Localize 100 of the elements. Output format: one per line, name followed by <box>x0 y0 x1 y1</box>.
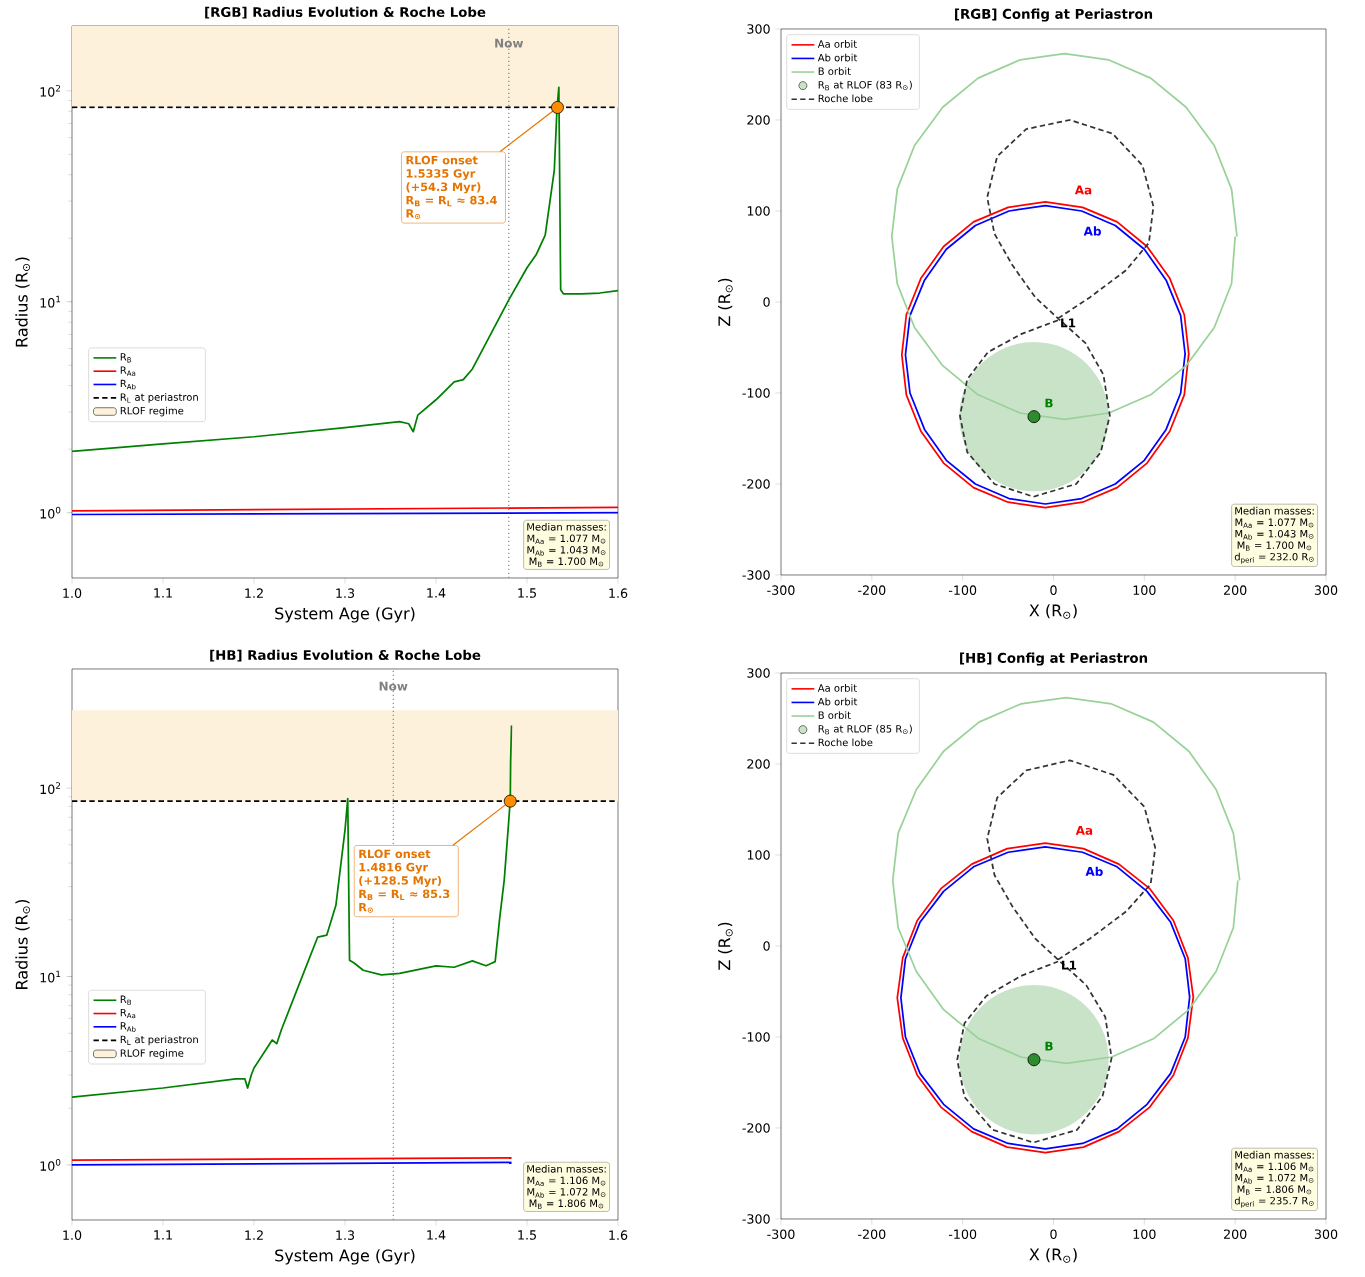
line-series <box>890 52 1238 421</box>
annotation: Aa <box>1075 825 1093 835</box>
legend-label: R$_{B}$ <box>120 353 132 363</box>
y-tick-label: 10$^{0}$ <box>40 506 61 519</box>
annotation: M$_{Ab}$ = 1.072 M$_{⊙}$ <box>1235 1173 1314 1184</box>
x-tick-label: 1.2 <box>245 588 263 598</box>
annotation: M$_{Aa}$ = 1.077 M$_{⊙}$ <box>1235 518 1314 528</box>
x-axis-title: System Age (Gyr) <box>275 1249 415 1265</box>
annotation: M$_{B}$ = 1.700 M$_{⊙}$ <box>529 557 604 567</box>
legend-label: B orbit <box>818 67 851 75</box>
x-tick-label: -100 <box>948 1229 977 1239</box>
x-tick-label: 1.5 <box>518 1230 536 1240</box>
y-tick-label: 10$^{2}$ <box>40 84 61 97</box>
y-tick-label: 100 <box>747 206 770 216</box>
annotation: M$_{Aa}$ = 1.106 M$_{⊙}$ <box>527 1176 606 1186</box>
y-tick-label: 100 <box>747 850 770 860</box>
x-tick-label: 200 <box>1224 1229 1247 1239</box>
line-series <box>72 86 618 453</box>
legend-label: RLOF regime <box>120 406 184 417</box>
legend-label: R$_{B}$ at RLOF (83 R$_{⊙}$) <box>818 80 912 91</box>
ref-line-label: Now <box>379 681 408 691</box>
chart-title: [RGB] Config at Periastron <box>955 8 1153 22</box>
x-tick-label: 300 <box>1314 1229 1338 1239</box>
x-tick-label: -200 <box>858 1229 886 1239</box>
legend-label: R$_{Aa}$ <box>120 366 136 376</box>
y-tick-label: -300 <box>742 1214 770 1224</box>
annotation: Aa <box>1074 185 1092 195</box>
x-tick-label: 1.4 <box>427 1230 446 1240</box>
annotation: L1 <box>1062 960 1077 970</box>
x-tick-label: 1.1 <box>154 1230 172 1240</box>
annotation: M$_{B}$ = 1.806 M$_{⊙}$ <box>1237 1185 1312 1195</box>
line-series <box>959 119 1155 498</box>
legend-label: RLOF regime <box>120 1049 184 1059</box>
legend-label: R$_{Ab}$ <box>120 1022 136 1032</box>
y-tick-label: 10$^{1}$ <box>40 295 61 308</box>
legend-label: Ab orbit <box>817 697 858 706</box>
legend-label: R$_{L}$ at periastron <box>120 393 198 403</box>
x-tick-label: 1.3 <box>336 1230 355 1240</box>
annotation: M$_{Aa}$ = 1.106 M$_{⊙}$ <box>1235 1162 1314 1172</box>
x-axis-title: X (R$_{⊙}$) <box>1029 604 1077 619</box>
annotation: Ab <box>1083 226 1101 236</box>
annotation: M$_{Ab}$ = 1.043 M$_{⊙}$ <box>1235 529 1314 540</box>
legend-label: R$_{B}$ at RLOF (85 R$_{⊙}$) <box>818 724 912 735</box>
y-axis-title: Radius (R$_{⊙}$) <box>15 899 31 989</box>
chart-title: [HB] Config at Periastron <box>960 652 1148 666</box>
y-tick-label: -200 <box>742 1123 770 1133</box>
annotation: Median masses: <box>527 1164 606 1173</box>
chart-title: [RGB] Radius Evolution & Roche Lobe <box>205 6 486 19</box>
annotation: Median masses: <box>527 522 606 531</box>
x-tick-label: 100 <box>1133 585 1156 595</box>
x-tick-label: 1.5 <box>518 588 536 598</box>
annotation: Ab <box>1085 866 1103 877</box>
y-tick-label: 300 <box>747 24 770 34</box>
x-tick-label: 300 <box>1314 585 1338 595</box>
x-tick-label: 0 <box>1050 585 1057 595</box>
annotation: M$_{B}$ = 1.806 M$_{⊙}$ <box>529 1199 604 1209</box>
y-tick-label: 0 <box>763 941 770 951</box>
legend-label: Roche lobe <box>818 738 873 747</box>
annotation: B <box>1045 398 1053 408</box>
x-tick-label: 200 <box>1224 585 1247 595</box>
ref-line-label: Now <box>495 38 524 48</box>
x-tick-label: 100 <box>1133 1229 1156 1239</box>
legend-label: R$_{L}$ at periastron <box>120 1035 198 1046</box>
y-tick-label: -300 <box>742 570 770 580</box>
legend-label: Roche lobe <box>818 94 873 103</box>
annotation: B <box>1045 1041 1053 1051</box>
x-tick-label: 1.6 <box>609 588 628 598</box>
y-axis-title: Z (R$_{⊙}$) <box>718 278 733 326</box>
y-axis-title: Z (R$_{⊙}$) <box>718 922 733 970</box>
annotation: M$_{Ab}$ = 1.043 M$_{⊙}$ <box>527 545 606 556</box>
x-tick-label: 1.3 <box>336 588 355 598</box>
x-tick-label: 1.0 <box>63 1230 82 1240</box>
annotation: M$_{Aa}$ = 1.077 M$_{⊙}$ <box>527 534 606 544</box>
x-tick-label: 1.4 <box>427 588 446 598</box>
x-tick-label: 1.0 <box>63 588 82 598</box>
y-tick-label: 10$^{0}$ <box>40 1158 61 1171</box>
y-tick-label: 200 <box>747 115 770 125</box>
x-tick-label: 1.1 <box>154 588 172 598</box>
x-tick-label: 1.6 <box>609 1230 628 1240</box>
y-tick-label: -200 <box>742 479 770 489</box>
annotation: M$_{Ab}$ = 1.072 M$_{⊙}$ <box>527 1188 606 1198</box>
legend-label: R$_{Aa}$ <box>120 1008 136 1019</box>
legend-label: B orbit <box>818 711 851 719</box>
y-tick-label: 0 <box>763 297 770 307</box>
annotation: d$_{peri}$ = 235.7 R$_{⊙}$ <box>1234 1196 1314 1208</box>
annotation: d$_{peri}$ = 232.0 R$_{⊙}$ <box>1234 552 1314 564</box>
annotation: M$_{B}$ = 1.700 M$_{⊙}$ <box>1237 541 1312 551</box>
legend-label: R$_{B}$ <box>120 995 132 1005</box>
y-axis-title: Radius (R$_{⊙}$) <box>15 257 31 347</box>
legend-label: Aa orbit <box>817 40 857 48</box>
x-tick-label: 0 <box>1050 1229 1057 1239</box>
x-axis-title: X (R$_{⊙}$) <box>1029 1248 1077 1263</box>
y-tick-label: -100 <box>742 388 770 398</box>
x-tick-label: -100 <box>948 585 977 595</box>
line-series <box>956 759 1157 1144</box>
annotation: Median masses: <box>1235 506 1314 515</box>
line-series <box>891 696 1241 1065</box>
y-tick-label: -100 <box>742 1032 770 1042</box>
x-tick-label: 1.2 <box>245 1230 263 1240</box>
y-tick-label: 300 <box>747 668 770 678</box>
